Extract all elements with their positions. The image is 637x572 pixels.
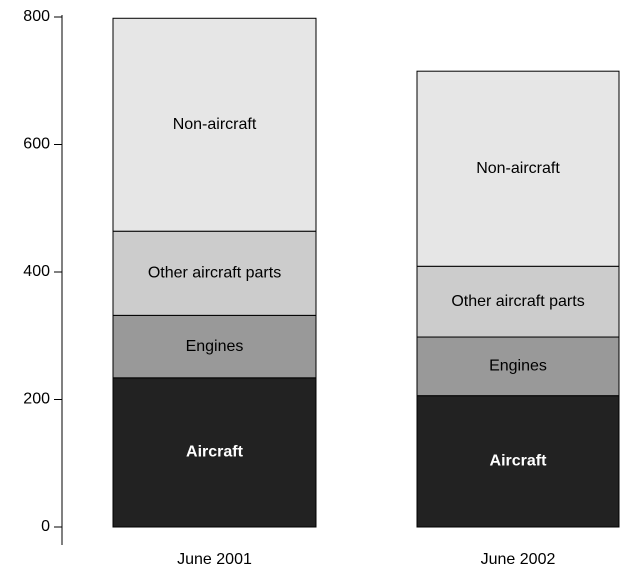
segment-label: Aircraft xyxy=(186,444,244,461)
y-tick-label: 200 xyxy=(23,391,50,408)
segment-label: Engines xyxy=(186,338,244,355)
y-tick-label: 800 xyxy=(23,8,50,25)
segment-label: Other aircraft parts xyxy=(148,264,281,281)
bar-segment xyxy=(112,377,317,528)
segment-label: Non-aircraft xyxy=(476,160,560,177)
segment-label: Aircraft xyxy=(490,453,548,470)
bar-segment xyxy=(112,314,317,379)
y-tick-label: 600 xyxy=(23,136,50,153)
bar-segment xyxy=(416,395,620,528)
y-tick-label: 400 xyxy=(23,263,50,280)
segment-label: Engines xyxy=(489,358,547,375)
segment-label: Non-aircraft xyxy=(173,116,257,133)
y-tick-label: 0 xyxy=(41,518,50,535)
bar-segment xyxy=(416,265,620,338)
bar-segment xyxy=(112,230,317,316)
segment-label: Other aircraft parts xyxy=(451,293,584,310)
bar-segment xyxy=(416,70,620,267)
bar-segment xyxy=(112,17,317,232)
x-tick-label: June 2001 xyxy=(177,551,252,568)
bar-segment xyxy=(416,336,620,397)
x-tick-label: June 2002 xyxy=(481,551,556,568)
